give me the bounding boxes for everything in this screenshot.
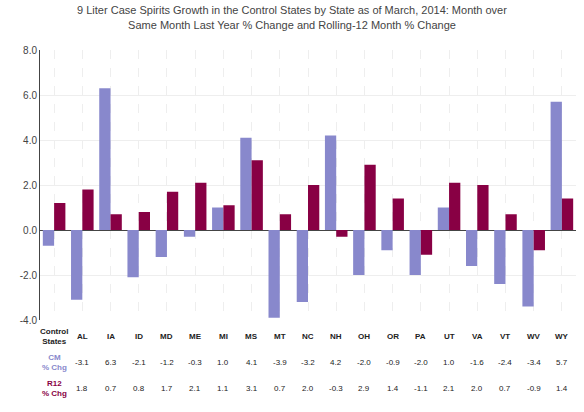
svg-text:-2.1: -2.1 [132,358,146,367]
svg-text:6.3: 6.3 [105,358,117,367]
svg-text:MD: MD [160,332,173,341]
svg-text:VA: VA [472,332,483,341]
svg-text:VT: VT [500,332,510,341]
svg-text:-4.0: -4.0 [20,315,38,326]
svg-text:1.8: 1.8 [76,384,88,393]
svg-text:-2.0: -2.0 [20,270,38,281]
svg-text:1.4: 1.4 [556,384,568,393]
svg-text:2.1: 2.1 [443,384,455,393]
svg-text:R12% Chg: R12% Chg [42,379,67,398]
svg-text:-0.9: -0.9 [386,358,400,367]
svg-text:3.1: 3.1 [246,384,258,393]
svg-text:0.0: 0.0 [23,225,37,236]
svg-text:-3.1: -3.1 [75,358,89,367]
svg-text:1.7: 1.7 [161,384,173,393]
svg-text:0.7: 0.7 [499,384,511,393]
svg-text:2.0: 2.0 [23,180,37,191]
svg-text:2.0: 2.0 [471,384,483,393]
svg-text:MS: MS [245,332,258,341]
svg-text:4.2: 4.2 [330,358,342,367]
svg-text:-1.6: -1.6 [470,358,484,367]
svg-text:1.4: 1.4 [387,384,399,393]
svg-text:0.8: 0.8 [133,384,145,393]
svg-text:0.7: 0.7 [274,384,286,393]
svg-text:-2.0: -2.0 [414,358,428,367]
svg-text:-0.3: -0.3 [188,358,202,367]
svg-text:6.0: 6.0 [23,90,37,101]
svg-text:OH: OH [358,332,370,341]
svg-text:-3.9: -3.9 [273,358,287,367]
svg-text:0.7: 0.7 [105,384,117,393]
svg-text:9 Liter Case Spirits Growth in: 9 Liter Case Spirits Growth in the Contr… [77,4,507,30]
svg-text:1.0: 1.0 [443,358,455,367]
svg-text:4.0: 4.0 [23,135,37,146]
svg-text:WY: WY [555,332,569,341]
svg-text:-1.2: -1.2 [160,358,174,367]
svg-text:-0.3: -0.3 [329,384,343,393]
svg-text:NH: NH [330,332,342,341]
svg-text:1.1: 1.1 [217,384,229,393]
svg-text:ME: ME [189,332,202,341]
svg-text:PA: PA [415,332,426,341]
svg-text:-3.2: -3.2 [301,358,315,367]
svg-text:-0.9: -0.9 [527,384,541,393]
svg-text:ID: ID [135,332,143,341]
svg-text:2.1: 2.1 [189,384,201,393]
svg-text:UT: UT [444,332,455,341]
svg-text:2.0: 2.0 [302,384,314,393]
svg-text:AL: AL [77,332,88,341]
svg-text:1.0: 1.0 [217,358,229,367]
svg-text:2.9: 2.9 [358,384,370,393]
svg-text:-2.4: -2.4 [498,358,512,367]
svg-text:5.7: 5.7 [556,358,568,367]
svg-text:8.0: 8.0 [23,45,37,56]
svg-text:-3.4: -3.4 [527,358,541,367]
svg-text:MT: MT [274,332,286,341]
svg-text:ControlStates: ControlStates [40,327,68,346]
svg-text:4.1: 4.1 [246,358,258,367]
svg-text:IA: IA [107,332,115,341]
svg-text:-2.0: -2.0 [357,358,371,367]
svg-text:CM% Chg: CM% Chg [42,353,67,372]
svg-text:NC: NC [302,332,314,341]
svg-text:-1.1: -1.1 [414,384,428,393]
svg-text:WV: WV [527,332,541,341]
svg-text:OR: OR [387,332,399,341]
svg-text:MI: MI [219,332,228,341]
